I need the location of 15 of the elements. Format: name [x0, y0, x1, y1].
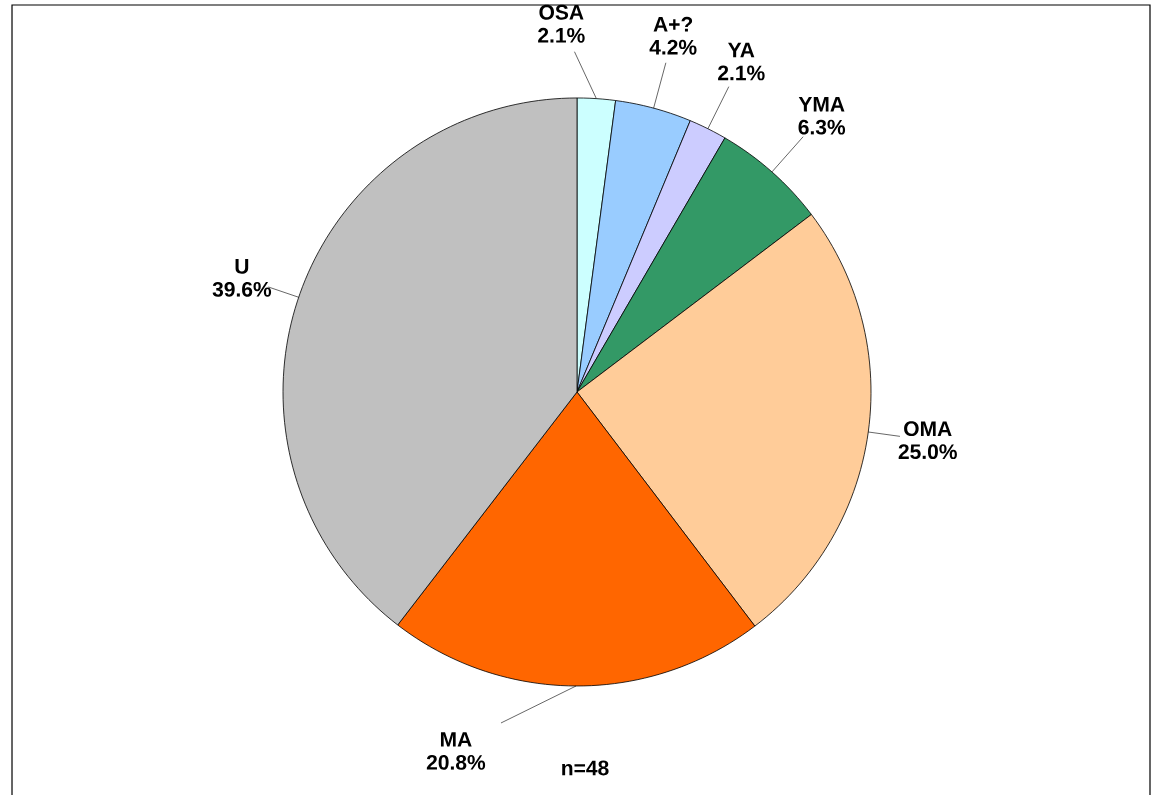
- data-label: 25.0%: [898, 444, 957, 460]
- data-label: 6.3%: [798, 119, 846, 135]
- data-label: 2.1%: [538, 27, 585, 43]
- slice-label: MA: [440, 732, 472, 747]
- text: n=48: [562, 760, 609, 776]
- data-label: 20.8%: [426, 754, 486, 770]
- slice-label: YMA: [798, 96, 845, 112]
- slice-label: OSA: [539, 4, 584, 20]
- slice-label: U: [235, 259, 249, 274]
- slice-label: OMA: [904, 421, 952, 437]
- slice-label: YA: [728, 42, 755, 58]
- slice-label: A+?: [653, 16, 693, 32]
- data-label: 2.1%: [718, 65, 765, 81]
- data-label: 4.2%: [649, 39, 697, 55]
- data-label: 39.6%: [212, 281, 272, 297]
